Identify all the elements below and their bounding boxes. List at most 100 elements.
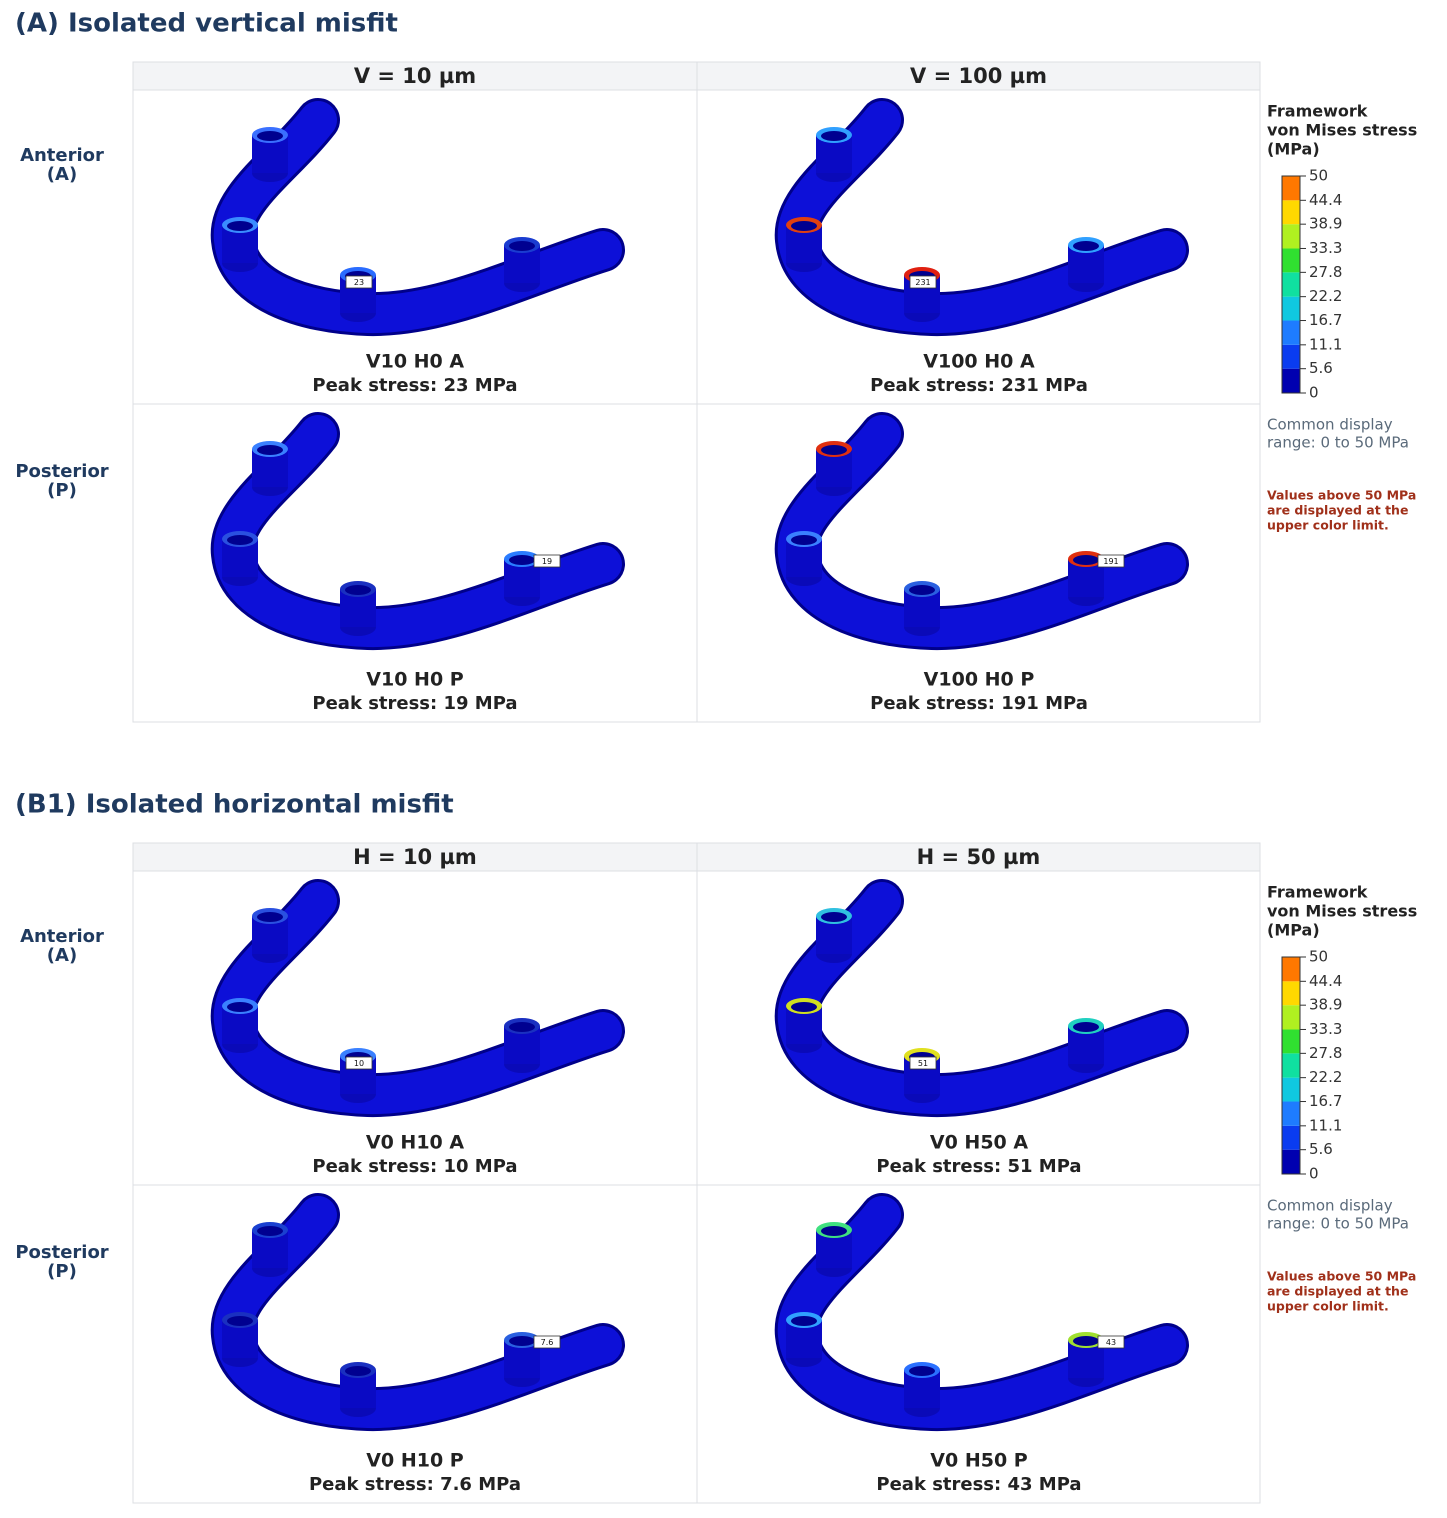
abutment-bore (1073, 1336, 1099, 1346)
colorbar-segment (1282, 272, 1300, 297)
colorbar-segment (1282, 1053, 1300, 1078)
framework-bar (213, 882, 622, 1115)
column-header: V = 10 µm (354, 64, 476, 88)
peak-stress: Peak stress: 191 MPa (870, 693, 1088, 714)
legend-title: von Mises stress (1267, 902, 1417, 921)
abutment-bore (509, 1336, 535, 1346)
framework-bar (777, 1196, 1186, 1429)
abutment-bore (1073, 241, 1099, 251)
legend-warning: Values above 50 MPa (1267, 1269, 1416, 1284)
legend-title: von Mises stress (1267, 121, 1417, 140)
peak-marker: 7.6 (541, 1338, 554, 1347)
column-header: V = 100 µm (910, 64, 1047, 88)
abutment-bore (791, 221, 817, 231)
cell-label: V0 H50 P (930, 1450, 1027, 1472)
legend-title: Framework (1267, 102, 1368, 121)
peak-marker-box (345, 275, 373, 289)
colorbar-segment (1282, 1029, 1300, 1054)
colorbar-frame (1281, 175, 1301, 394)
abutment-bore (909, 1366, 935, 1376)
abutment-bore (509, 555, 535, 565)
legend-note: Common display (1267, 416, 1393, 434)
abutment-bore (791, 535, 817, 545)
colorbar-segment (1282, 1149, 1300, 1174)
colorbar-segment (1282, 176, 1300, 201)
abutment-bore (227, 1316, 253, 1326)
column-header: H = 50 µm (917, 845, 1041, 869)
legend-title: (MPa) (1267, 921, 1320, 940)
colorbar-tick-label: 27.8 (1309, 1044, 1342, 1062)
framework-bar (777, 101, 1186, 334)
abutment-bore (791, 1316, 817, 1326)
abutment-bore (821, 445, 847, 455)
peak-marker-box (533, 554, 561, 568)
abutment-bore (1073, 1022, 1099, 1032)
legend-note: Common display (1267, 1197, 1393, 1215)
colorbar-frame (1281, 956, 1301, 1175)
abutment-bore (257, 1226, 283, 1236)
abutment-bore (1073, 555, 1099, 565)
peak-stress: Peak stress: 10 MPa (312, 1156, 517, 1177)
colorbar-tick-label: 11.1 (1309, 335, 1342, 353)
abutment-bore (227, 535, 253, 545)
peak-stress: Peak stress: 19 MPa (312, 693, 517, 714)
abutment-bore (821, 912, 847, 922)
legend-note: range: 0 to 50 MPa (1267, 1215, 1409, 1233)
peak-marker: 191 (1103, 557, 1118, 566)
abutment-bore (909, 585, 935, 595)
colorbar-tick-label: 38.9 (1309, 996, 1342, 1014)
colorbar-segment (1282, 296, 1300, 321)
peak-marker-box (1097, 1335, 1125, 1349)
legend-title: (MPa) (1267, 140, 1320, 159)
cell-label: V10 H0 A (366, 351, 464, 373)
legend-note: range: 0 to 50 MPa (1267, 434, 1409, 452)
row-label: Posterior (15, 461, 108, 482)
row-label: (P) (47, 1261, 77, 1282)
legend-warning: are displayed at the (1267, 503, 1408, 518)
colorbar-tick-label: 44.4 (1309, 972, 1342, 990)
colorbar-segment (1282, 1101, 1300, 1126)
peak-stress: Peak stress: 51 MPa (876, 1156, 1081, 1177)
colorbar-tick-label: 0 (1309, 1165, 1319, 1183)
cell-label: V10 H0 P (366, 669, 463, 691)
colorbar-tick-label: 11.1 (1309, 1116, 1342, 1134)
colorbar-segment (1282, 1005, 1300, 1030)
colorbar-tick-label: 50 (1309, 948, 1328, 966)
colorbar-segment (1282, 981, 1300, 1006)
cell-label: V0 H50 A (930, 1132, 1028, 1154)
legend-warning: are displayed at the (1267, 1284, 1408, 1299)
row-label: Anterior (20, 926, 104, 947)
colorbar-tick-label: 5.6 (1309, 359, 1333, 377)
colorbar-segment (1282, 248, 1300, 273)
colorbar-tick-label: 44.4 (1309, 191, 1342, 209)
framework-bar (777, 882, 1186, 1115)
colorbar-tick-label: 33.3 (1309, 239, 1342, 257)
colorbar-tick-label: 22.2 (1309, 1068, 1342, 1086)
abutment-bore (509, 241, 535, 251)
abutment-bore (509, 1022, 535, 1032)
cell-label: V100 H0 P (924, 669, 1035, 691)
row-label: (A) (47, 945, 77, 966)
colorbar-segment (1282, 957, 1300, 982)
colorbar-segment (1282, 368, 1300, 393)
abutment-bore (821, 1226, 847, 1236)
row-label: (P) (47, 480, 77, 501)
row-label: Posterior (15, 1242, 108, 1263)
cell-label: V100 H0 A (923, 351, 1035, 373)
peak-marker: 51 (918, 1059, 928, 1068)
colorbar-tick-label: 16.7 (1309, 1092, 1342, 1110)
abutment-bore (257, 445, 283, 455)
peak-stress: Peak stress: 43 MPa (876, 1474, 1081, 1495)
colorbar-tick-label: 22.2 (1309, 287, 1342, 305)
colorbar-segment (1282, 1077, 1300, 1102)
legend-warning: upper color limit. (1267, 518, 1389, 533)
